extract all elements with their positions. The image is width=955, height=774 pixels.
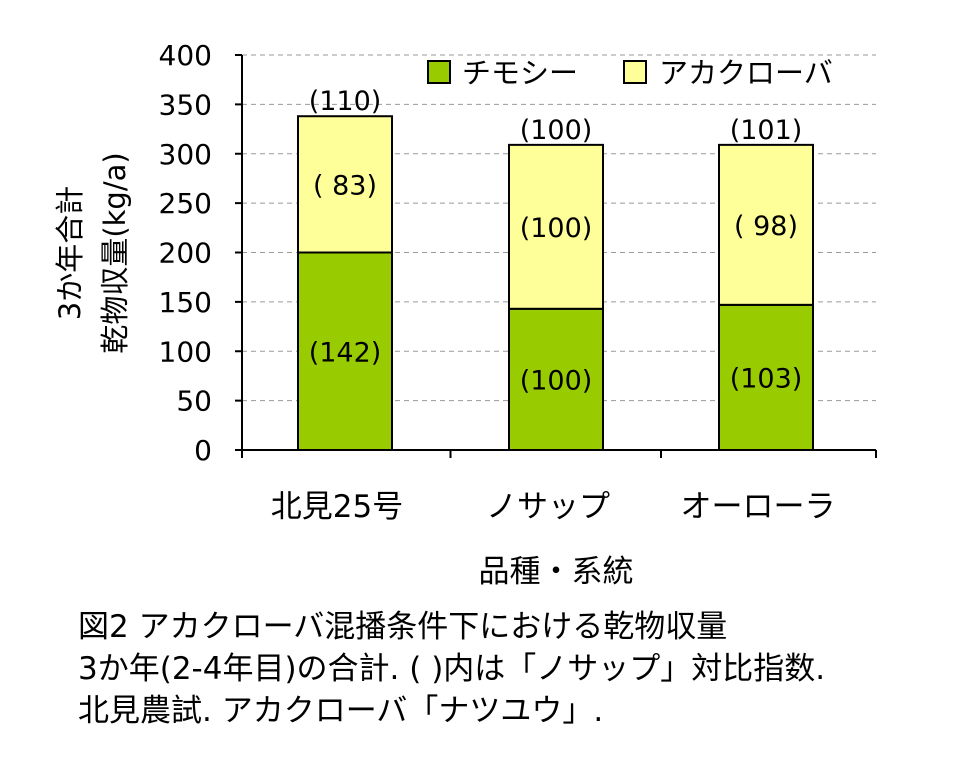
x-axis-title: 品種・系統 (479, 554, 634, 590)
legend-label-red-clover: アカクローバ (659, 56, 833, 90)
total-index-label: (101) (730, 115, 803, 146)
bar-timothy (297, 251, 393, 451)
stacked-bar-chart: 0 50 100 150 200 250 300 350 400 (142) ( 83) (110) 北… (53, 39, 877, 590)
bar-red-clover (718, 143, 814, 306)
y-tick-label: 100 (159, 335, 212, 368)
x-category-label: 北見25号 (271, 489, 403, 525)
caption-line-2: 3か年(2-4年目)の合計. ( )内は「ノサップ」対比指数. (78, 651, 826, 687)
y-tick-label: 250 (159, 187, 212, 220)
y-tick-label: 350 (159, 88, 212, 121)
y-axis-title-line-2: 乾物収量(kg/a) (98, 152, 132, 353)
y-tick-label: 0 (194, 434, 212, 467)
y-axis-title-line-1: 3か年合計 (53, 186, 87, 320)
y-tick-label: 150 (159, 286, 212, 319)
figure-caption: 図2 アカクローバ混播条件下における乾物収量 3か年(2-4年目)の合計. ( … (78, 606, 825, 732)
legend-label-timothy: チモシー (462, 56, 578, 90)
segment-index-label: (100) (520, 213, 593, 244)
legend-swatch-timothy (427, 60, 451, 84)
caption-line-3: 北見農試. アカクローバ「ナツユウ」. (78, 693, 604, 729)
y-tick-label: 300 (159, 138, 212, 171)
caption-line-1: 図2 アカクローバ混播条件下における乾物収量 (78, 609, 728, 645)
bar-red-clover (508, 143, 604, 310)
x-category-label: オーローラ (681, 489, 836, 525)
y-tick-label: 50 (176, 385, 212, 418)
segment-index-label: (142) (309, 337, 382, 368)
segment-index-label: (100) (520, 365, 593, 396)
total-index-label: (100) (520, 115, 593, 146)
y-tick-label: 400 (159, 39, 212, 72)
segment-index-label: ( 98) (734, 211, 798, 242)
y-tick-label: 200 (159, 237, 212, 270)
legend-swatch-red-clover (623, 60, 647, 84)
total-index-label: (110) (309, 86, 382, 117)
segment-index-label: ( 83) (313, 170, 377, 201)
x-category-label: ノサップ (486, 489, 610, 525)
bar-timothy (508, 307, 604, 451)
bar-red-clover (297, 115, 393, 254)
segment-index-label: (103) (730, 363, 803, 394)
